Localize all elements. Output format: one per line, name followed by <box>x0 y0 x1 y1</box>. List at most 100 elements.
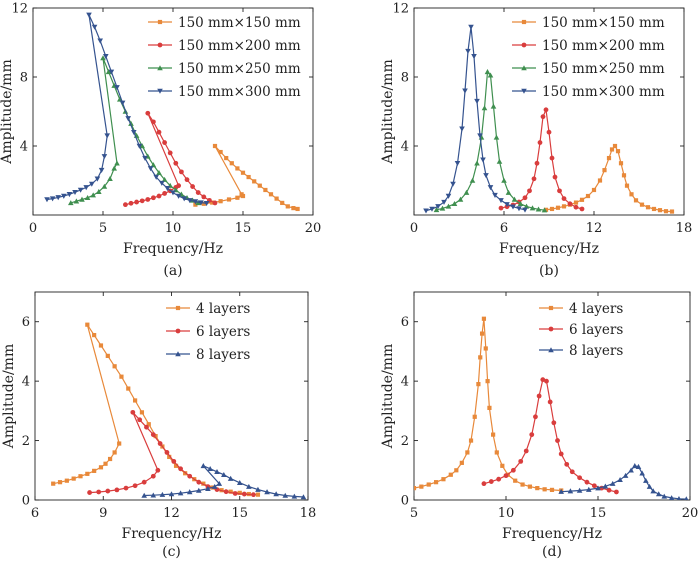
series-2 <box>498 107 585 212</box>
data-point <box>459 460 464 465</box>
data-point <box>606 155 612 161</box>
data-point <box>101 154 108 160</box>
x-axis-label: Frequency/Hz <box>123 241 223 257</box>
data-point <box>84 194 91 200</box>
y-axis-label: Amplitude/mm <box>1 344 17 449</box>
data-point <box>513 478 518 483</box>
data-point <box>104 133 110 139</box>
data-point <box>551 420 557 426</box>
data-point <box>454 468 459 473</box>
data-point <box>661 493 668 499</box>
data-point <box>150 432 156 438</box>
data-point <box>78 474 83 479</box>
data-point <box>516 206 522 212</box>
data-point <box>483 173 489 179</box>
data-point <box>629 192 634 197</box>
data-point <box>187 198 193 204</box>
y-tick-label: 4 <box>401 375 409 390</box>
data-point <box>639 470 645 476</box>
y-tick-label: 6 <box>401 315 409 330</box>
data-point <box>285 204 290 209</box>
y-axis-label: Amplitude/mm <box>380 344 396 449</box>
data-point <box>457 196 464 202</box>
y-tick-label: 2 <box>22 434 30 449</box>
data-point <box>241 491 247 497</box>
data-point <box>125 116 131 122</box>
legend-label: 150 mm×200 mm <box>542 38 665 54</box>
data-point <box>472 414 477 419</box>
data-point <box>534 160 540 166</box>
data-point <box>533 414 538 420</box>
legend-swatch-marker <box>175 351 181 357</box>
legend-swatch-marker <box>548 305 554 311</box>
data-point <box>567 201 573 207</box>
data-point <box>496 158 503 164</box>
data-point <box>484 69 491 75</box>
data-point <box>92 468 97 473</box>
data-point <box>255 492 261 497</box>
data-point <box>164 186 171 192</box>
data-point <box>450 181 456 187</box>
data-point <box>478 355 483 360</box>
plot-frame <box>413 7 685 216</box>
data-point <box>684 496 689 500</box>
data-point <box>156 193 162 199</box>
x-tick-label: 12 <box>163 506 180 521</box>
data-point <box>85 471 90 476</box>
data-point <box>543 207 549 212</box>
data-point <box>263 187 268 193</box>
legend: 4 layers 6 layers 8 layers <box>539 301 623 359</box>
data-point <box>112 364 117 369</box>
data-point <box>226 197 232 202</box>
data-point <box>549 155 555 161</box>
x-tick-label: 12 <box>586 221 603 236</box>
data-point <box>64 478 69 483</box>
series-line <box>545 144 673 213</box>
data-point <box>175 193 182 199</box>
data-point <box>522 207 528 213</box>
data-point <box>98 343 104 348</box>
data-point <box>159 180 165 186</box>
x-axis-label: Frequency/Hz <box>121 526 221 542</box>
data-point <box>255 486 261 492</box>
data-point <box>624 183 630 188</box>
data-point <box>498 205 504 211</box>
x-tick-label: 6 <box>500 221 508 236</box>
data-point <box>176 183 182 189</box>
data-point <box>291 493 298 499</box>
data-point <box>170 190 176 196</box>
legend-label: 4 layers <box>569 301 623 317</box>
data-point <box>142 155 148 161</box>
data-point <box>227 475 234 481</box>
data-point <box>567 488 574 494</box>
panel-label: (d) <box>542 544 562 560</box>
data-point <box>558 488 564 494</box>
data-point <box>156 169 162 175</box>
data-point <box>200 463 207 469</box>
y-tick-label: 12 <box>11 2 28 17</box>
data-point <box>177 490 184 496</box>
data-point <box>137 417 143 423</box>
data-point <box>86 12 92 18</box>
data-point <box>469 177 476 183</box>
data-point <box>123 485 129 491</box>
data-point <box>187 473 193 479</box>
series-2 <box>481 377 619 495</box>
data-point <box>232 491 238 496</box>
series-line <box>561 465 687 500</box>
data-point <box>435 204 441 210</box>
data-point <box>280 200 285 206</box>
legend-label: 8 layers <box>569 343 623 359</box>
data-point <box>100 55 106 61</box>
data-point <box>493 134 500 140</box>
y-tick-label: 0 <box>401 494 409 509</box>
data-point <box>178 466 184 472</box>
data-point <box>529 432 535 438</box>
data-point <box>168 491 175 497</box>
data-point <box>66 192 73 198</box>
data-point <box>558 451 564 457</box>
data-point <box>573 204 579 210</box>
data-point <box>584 479 590 485</box>
data-point <box>465 450 470 455</box>
